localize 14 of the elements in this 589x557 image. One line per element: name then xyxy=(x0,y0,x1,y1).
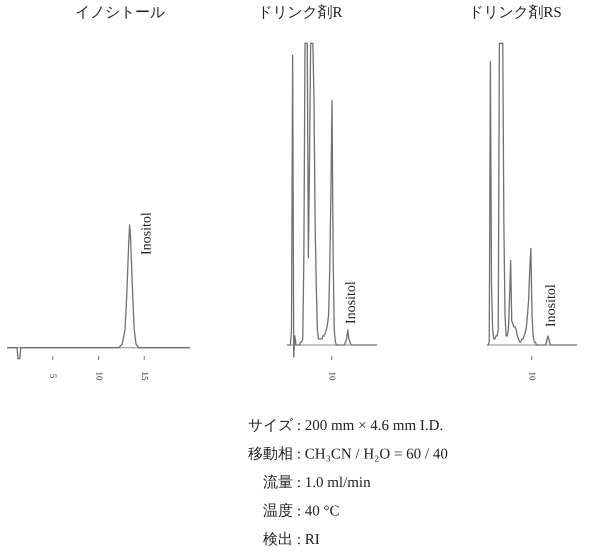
x-tick-label: 10 xyxy=(94,372,104,381)
text: 流量 : 1.0 ml/min xyxy=(263,474,372,491)
text: 温度 : 40 °C xyxy=(263,502,340,520)
annotation: Inositol xyxy=(544,284,559,327)
text: 移動相 : CH₃CN / H₂O = 60 / 40 xyxy=(248,446,448,462)
x-tick-label: 15 xyxy=(140,372,150,381)
text: 検出 : RI xyxy=(263,531,320,548)
annotation: Inositol xyxy=(140,212,155,255)
text: サイズ : 200 mm × 4.6 mm I.D. xyxy=(248,417,444,434)
x-tick-label: 5 xyxy=(48,374,59,379)
chart-title: イノシトール xyxy=(75,5,165,21)
chart-title: ドリンク剤RS xyxy=(468,4,562,21)
annotation: Inositol xyxy=(344,281,359,324)
chart-title: ドリンク剤R xyxy=(257,4,343,21)
